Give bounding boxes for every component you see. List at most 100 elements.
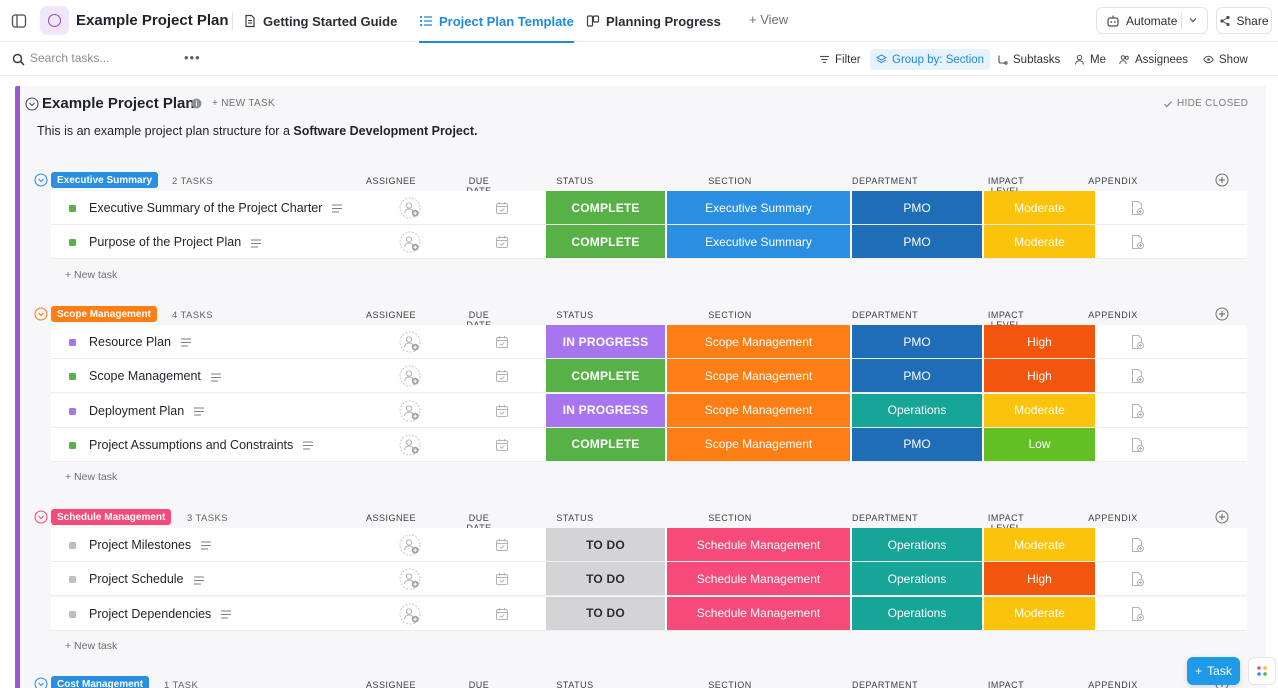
column-header-assignee[interactable]: ASSIGNEE (366, 310, 417, 320)
attachment-icon[interactable] (1129, 200, 1145, 216)
section-cell[interactable]: Schedule Management (667, 528, 850, 561)
department-cell[interactable]: Operations (852, 528, 982, 561)
status-dot[interactable] (69, 441, 76, 449)
status-dot[interactable] (69, 576, 76, 584)
task-name-text[interactable]: Resource Plan (89, 335, 171, 349)
section-cell[interactable]: Scope Management (667, 359, 850, 393)
calendar-icon[interactable] (495, 572, 509, 586)
task-name[interactable]: Project Dependencies (89, 606, 232, 621)
add-assignee-icon[interactable] (399, 331, 421, 353)
task-name-text[interactable]: Project Schedule (89, 572, 184, 587)
calendar-icon[interactable] (495, 538, 509, 552)
task-row[interactable]: Project Schedule TO DO Schedule Management… (51, 562, 1247, 597)
sidebar-toggle-icon[interactable] (11, 13, 27, 29)
task-name-text[interactable]: Project Milestones (89, 538, 192, 552)
task-row[interactable]: Scope Management COMPLETE Scope Management… (51, 359, 1247, 394)
column-header-impact-level[interactable]: IMPACT LEVEL (987, 680, 1025, 688)
automate-button[interactable]: Automate (1096, 7, 1208, 34)
status-dot[interactable] (69, 542, 76, 549)
status-dot[interactable] (69, 205, 76, 212)
task-name[interactable]: Project Assumptions and Constraints (89, 438, 314, 452)
space-avatar[interactable] (40, 6, 69, 35)
task-name[interactable]: Executive Summary of the Project Charter (89, 201, 343, 215)
add-view-button[interactable]: + View (749, 12, 788, 27)
task-name-text[interactable]: Project Dependencies (89, 606, 212, 621)
add-assignee-icon[interactable] (399, 197, 421, 219)
section-cell[interactable]: Executive Summary (667, 225, 850, 259)
section-cell[interactable]: Executive Summary (667, 191, 850, 224)
status-dot[interactable] (69, 239, 76, 247)
description-icon[interactable] (181, 338, 191, 347)
impact-level-cell[interactable]: Moderate (984, 393, 1095, 427)
impact-level-cell[interactable]: Low (984, 427, 1095, 461)
task-name[interactable]: Purpose of the Project Plan (89, 235, 262, 250)
status-cell[interactable]: IN PROGRESS (546, 393, 665, 427)
collapse-icon[interactable] (34, 677, 48, 688)
group-pill[interactable]: Schedule Management (51, 509, 172, 525)
column-header-status[interactable]: STATUS (556, 310, 594, 320)
task-name-text[interactable]: Purpose of the Project Plan (89, 235, 242, 250)
calendar-icon[interactable] (495, 438, 509, 452)
new-task-link[interactable]: + New task (65, 639, 118, 652)
status-cell[interactable]: COMPLETE (546, 359, 665, 393)
task-name-text[interactable]: Scope Management (89, 369, 201, 384)
task-name-text[interactable]: Executive Summary of the Project Charter (89, 201, 323, 215)
task-name[interactable]: Deployment Plan (89, 403, 205, 418)
new-task-link[interactable]: + New task (65, 268, 118, 281)
collapse-icon[interactable] (25, 97, 39, 111)
description-icon[interactable] (201, 541, 212, 550)
add-assignee-icon[interactable] (399, 400, 421, 422)
calendar-icon[interactable] (495, 369, 509, 383)
apps-button[interactable] (1248, 657, 1276, 685)
section-cell[interactable]: Schedule Management (667, 562, 850, 596)
impact-level-cell[interactable]: Moderate (984, 528, 1095, 561)
department-cell[interactable]: Operations (852, 393, 982, 427)
add-assignee-icon[interactable] (399, 434, 421, 456)
impact-level-cell[interactable]: High (984, 562, 1095, 596)
task-row[interactable]: Executive Summary of the Project Charter… (51, 191, 1247, 225)
calendar-icon[interactable] (495, 607, 509, 621)
info-icon[interactable] (191, 98, 202, 109)
add-assignee-icon[interactable] (399, 231, 421, 253)
show-button[interactable]: Show (1203, 49, 1248, 70)
attachment-icon[interactable] (1129, 606, 1145, 622)
chevron-down-icon[interactable] (1187, 14, 1199, 26)
column-header-status[interactable]: STATUS (556, 176, 594, 186)
status-dot[interactable] (69, 373, 76, 381)
status-dot[interactable] (69, 339, 76, 346)
column-header-appendix[interactable]: APPENDIX (1088, 176, 1138, 186)
section-cell[interactable]: Scope Management (667, 325, 850, 358)
department-cell[interactable]: PMO (852, 325, 982, 358)
add-task-fab[interactable]: + Task (1187, 657, 1240, 685)
column-header-section[interactable]: SECTION (708, 680, 752, 688)
department-cell[interactable]: PMO (852, 359, 982, 393)
status-cell[interactable]: TO DO (546, 562, 665, 596)
description-icon[interactable] (194, 407, 205, 416)
impact-level-cell[interactable]: Moderate (984, 596, 1095, 630)
description-icon[interactable] (332, 204, 343, 213)
me-filter-button[interactable]: Me (1074, 49, 1106, 70)
section-cell[interactable]: Scope Management (667, 427, 850, 461)
column-header-assignee[interactable]: ASSIGNEE (366, 176, 417, 186)
section-cell[interactable]: Scope Management (667, 393, 850, 427)
attachment-icon[interactable] (1129, 537, 1145, 553)
description-icon[interactable] (221, 610, 232, 619)
column-header-section[interactable]: SECTION (708, 176, 752, 186)
task-name[interactable]: Scope Management (89, 369, 221, 383)
status-cell[interactable]: TO DO (546, 528, 665, 561)
column-header-assignee[interactable]: ASSIGNEE (366, 680, 417, 688)
attachment-icon[interactable] (1129, 403, 1145, 419)
collapse-icon[interactable] (34, 173, 48, 187)
tab-project-plan-template[interactable]: Project Plan Template (419, 0, 574, 43)
task-name-text[interactable]: Deployment Plan (89, 403, 185, 418)
add-assignee-icon[interactable] (399, 365, 421, 387)
impact-level-cell[interactable]: Moderate (984, 225, 1095, 259)
impact-level-cell[interactable]: High (984, 325, 1095, 358)
new-task-link[interactable]: + NEW TASK (212, 98, 275, 109)
column-header-assignee[interactable]: ASSIGNEE (366, 513, 417, 523)
impact-level-cell[interactable]: High (984, 359, 1095, 393)
department-cell[interactable]: PMO (852, 427, 982, 461)
impact-level-cell[interactable]: Moderate (984, 191, 1095, 224)
column-header-section[interactable]: SECTION (708, 513, 752, 523)
status-cell[interactable]: COMPLETE (546, 191, 665, 224)
